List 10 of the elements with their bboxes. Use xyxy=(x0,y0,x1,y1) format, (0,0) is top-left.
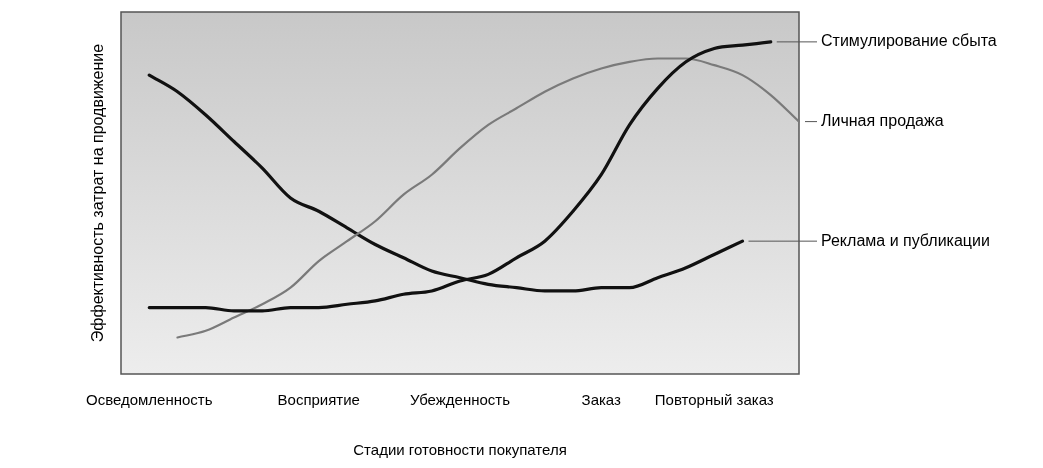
x-tick-label: Восприятие xyxy=(277,391,360,409)
x-axis-title: Стадии готовности покупателя xyxy=(353,441,567,459)
series-label: Личная продажа xyxy=(821,112,944,129)
text: Реклама и публикации xyxy=(821,231,990,249)
x-tick-label: Повторный заказ xyxy=(654,391,774,409)
x-tick-label: Убежденность xyxy=(409,391,511,409)
x-tick-label: Осведомленность xyxy=(85,391,213,409)
text: Стимулирование сбыта xyxy=(821,32,997,50)
x-tick-label: Заказ xyxy=(581,391,622,409)
y-axis-title: Эффективность затрат на продвижение xyxy=(89,43,107,343)
